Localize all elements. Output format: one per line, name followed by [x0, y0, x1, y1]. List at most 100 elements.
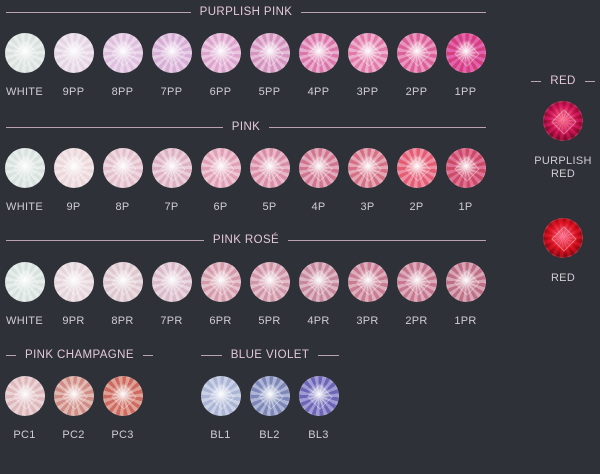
diamond-icon	[347, 262, 388, 302]
diamond-icon	[53, 376, 94, 416]
section-title-text: PINK ROSÉ	[212, 234, 280, 246]
divider	[6, 354, 16, 356]
diamond-grade-label: 8PR	[111, 315, 134, 327]
section-title-blue-violet: BLUE VIOLET	[201, 349, 340, 361]
diamond-swatch: 8P	[98, 148, 147, 213]
diamond-grade-label: BL2	[259, 429, 280, 441]
diamond-grade-label: 9PP	[62, 86, 85, 98]
diamond-icon	[543, 218, 583, 258]
diamond-icon	[347, 33, 388, 73]
diamond-icon	[4, 262, 45, 302]
diamond-icon	[102, 33, 143, 73]
diamond-swatch: 1PP	[441, 33, 490, 98]
diamond-swatch: 5PP	[245, 33, 294, 98]
diamond-icon	[396, 33, 437, 73]
diamond-icon	[102, 262, 143, 302]
diamond-grade-label: 6PP	[209, 86, 232, 98]
diamond-swatch: 4PP	[294, 33, 343, 98]
diamond-icon	[298, 33, 339, 73]
divider	[142, 354, 153, 356]
diamond-grade-label: PC1	[13, 429, 36, 441]
section-title-text: PINK	[231, 121, 261, 133]
diamond-swatch: 6P	[196, 148, 245, 213]
diamond-grade-label: WHITE	[6, 315, 43, 327]
section-title-text: RED	[550, 75, 576, 87]
section-title-text: PURPLISH PINK	[199, 6, 293, 18]
diamond-icon	[53, 262, 94, 302]
diamond-grade-label: 8P	[115, 201, 130, 213]
diamond-icon	[151, 33, 192, 73]
diamond-swatch: WHITE	[0, 148, 49, 213]
diamond-icon	[53, 148, 94, 188]
diamond-swatch: 6PP	[196, 33, 245, 98]
diamond-swatch: 1PR	[441, 262, 490, 327]
diamond-grade-label: 1PP	[454, 86, 477, 98]
diamond-swatch: PC2	[49, 376, 98, 441]
diamond-swatch: 2P	[392, 148, 441, 213]
diamond-icon	[200, 33, 241, 73]
diamond-swatch: WHITE	[0, 262, 49, 327]
diamond-swatch: 5PR	[245, 262, 294, 327]
diamond-grade-label: PC3	[111, 429, 134, 441]
diamond-swatch: 9PR	[49, 262, 98, 327]
divider	[301, 11, 487, 13]
section-title-purplish-pink: PURPLISH PINK	[6, 6, 487, 18]
diamond-grade-label: 3PP	[356, 86, 379, 98]
diamond-swatch: 8PR	[98, 262, 147, 327]
diamond-grade-label: 3P	[360, 201, 375, 213]
diamond-grade-label: 7P	[164, 201, 179, 213]
diamond-icon	[249, 33, 290, 73]
diamond-swatch: 4P	[294, 148, 343, 213]
diamond-grade-label: 3PR	[356, 315, 379, 327]
diamond-swatch: 9P	[49, 148, 98, 213]
section-title-pink-rose: PINK ROSÉ	[6, 234, 487, 246]
divider	[6, 11, 191, 13]
diamond-grade-label: BL3	[308, 429, 329, 441]
diamond-grade-label: 4P	[311, 201, 326, 213]
diamond-grade-label: 7PP	[160, 86, 183, 98]
diamond-grade-label: WHITE	[6, 201, 43, 213]
diamond-icon	[151, 148, 192, 188]
section-title-pink: PINK	[6, 121, 487, 133]
diamond-icon	[249, 148, 290, 188]
divider	[288, 239, 487, 241]
diamond-grade-label: 5P	[262, 201, 277, 213]
diamond-grade-label: 1P	[458, 201, 473, 213]
diamond-icon	[396, 262, 437, 302]
diamond-grade-label: PURPLISH RED	[534, 155, 592, 180]
diamond-icon	[249, 376, 290, 416]
diamond-icon	[445, 262, 486, 302]
diamond-icon	[249, 262, 290, 302]
diamond-grade-label: RED	[550, 272, 576, 284]
diamond-icon	[200, 262, 241, 302]
diamond-icon	[4, 376, 45, 416]
diamond-swatch: 1P	[441, 148, 490, 213]
diamond-grade-label: 2PR	[405, 315, 428, 327]
diamond-grade-label: 1PR	[454, 315, 477, 327]
section-title-text: PINK CHAMPAGNE	[25, 349, 134, 361]
diamond-icon	[396, 148, 437, 188]
diamond-icon	[4, 33, 45, 73]
diamond-swatch: WHITE	[0, 33, 49, 98]
diamond-icon	[4, 148, 45, 188]
diamond-swatch: PC3	[98, 376, 147, 441]
divider	[6, 126, 223, 128]
red-stone: RED	[535, 218, 591, 285]
diamond-grade-label: 2P	[409, 201, 424, 213]
divider	[201, 354, 222, 356]
diamond-swatch: 8PP	[98, 33, 147, 98]
divider	[318, 354, 340, 356]
diamond-icon	[53, 33, 94, 73]
diamond-icon	[200, 376, 241, 416]
diamond-grade-label: 9PR	[62, 315, 85, 327]
diamond-icon	[445, 148, 486, 188]
diamond-swatch: 7PR	[147, 262, 196, 327]
diamond-swatch: BL1	[196, 376, 245, 441]
diamond-grade-label: 4PR	[307, 315, 330, 327]
divider	[269, 126, 487, 128]
diamond-grade-label: PC2	[62, 429, 85, 441]
diamond-swatch: 9PP	[49, 33, 98, 98]
pink-rose-row: WHITE 9PR 8PR 7PR 6PR 5PR 4PR 3PR 2PR 1PR	[0, 262, 490, 327]
diamond-grade-label: 5PR	[258, 315, 281, 327]
diamond-swatch: 6PR	[196, 262, 245, 327]
